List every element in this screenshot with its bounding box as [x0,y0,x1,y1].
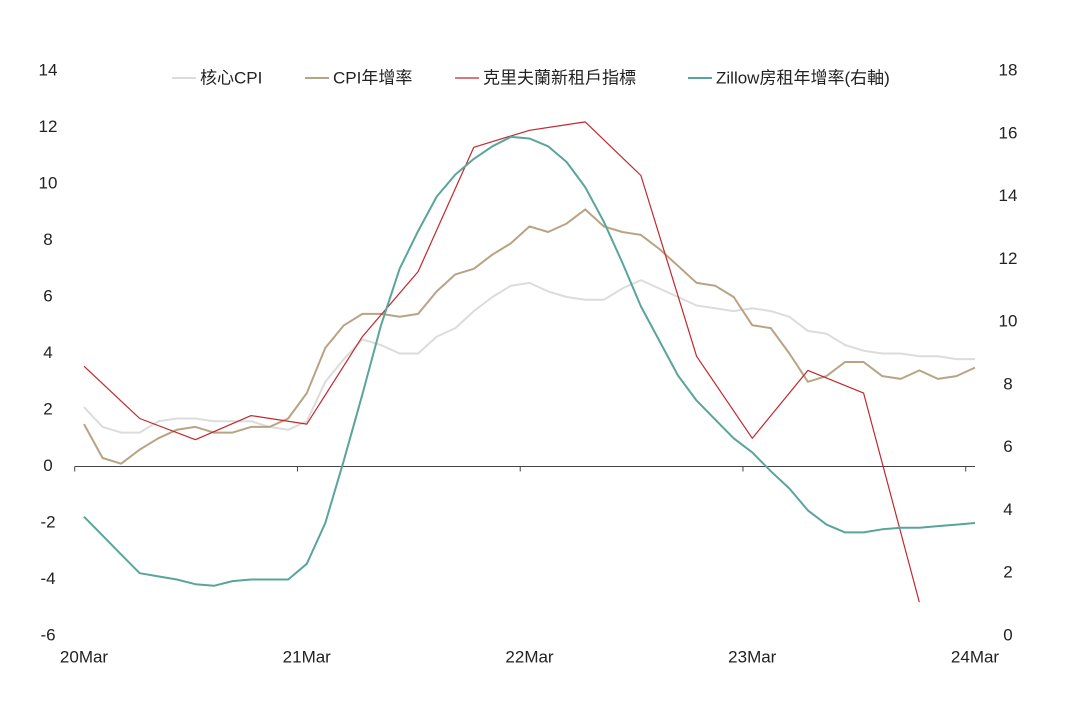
y-tick-label: 8 [43,230,52,249]
y2-tick-label: 16 [999,123,1018,142]
y-tick-label: 4 [43,343,52,362]
legend-label: CPI年增率 [333,68,412,87]
y2-tick-label: 8 [1003,374,1012,393]
series-line [83,279,975,434]
series-line [83,208,976,465]
legend-label: 核心CPI [200,68,262,87]
y-tick-label: -6 [40,625,55,644]
y2-tick-label: 14 [999,186,1018,205]
x-tick-label: 22Mar [505,647,554,666]
y-tick-label: -2 [40,512,55,531]
y-tick-label: 14 [39,60,58,79]
x-tick-label: 24Mar [951,647,1000,666]
y-tick-label: 10 [39,173,58,192]
x-tick-label: 23Mar [728,647,777,666]
y2-tick-label: 6 [1003,437,1012,456]
y-tick-label: 12 [39,117,58,136]
y-tick-label: 6 [43,286,52,305]
series-line [83,135,976,587]
series-line [83,121,920,603]
y2-tick-label: 18 [999,60,1018,79]
y2-tick-label: 4 [1003,500,1012,519]
y-tick-label: 0 [43,456,52,475]
y2-tick-label: 12 [999,249,1018,268]
y2-tick-label: 0 [1003,625,1012,644]
x-tick-label: 21Mar [283,647,332,666]
y2-tick-label: 2 [1003,563,1012,582]
y-tick-label: 2 [43,399,52,418]
y2-tick-label: 10 [999,312,1018,331]
y-tick-label: -4 [40,569,55,588]
x-tick-label: 20Mar [60,647,109,666]
legend-label: Zillow房租年增率(右軸) [716,68,890,87]
legend-label: 克里夫蘭新租戶指標 [483,68,636,87]
